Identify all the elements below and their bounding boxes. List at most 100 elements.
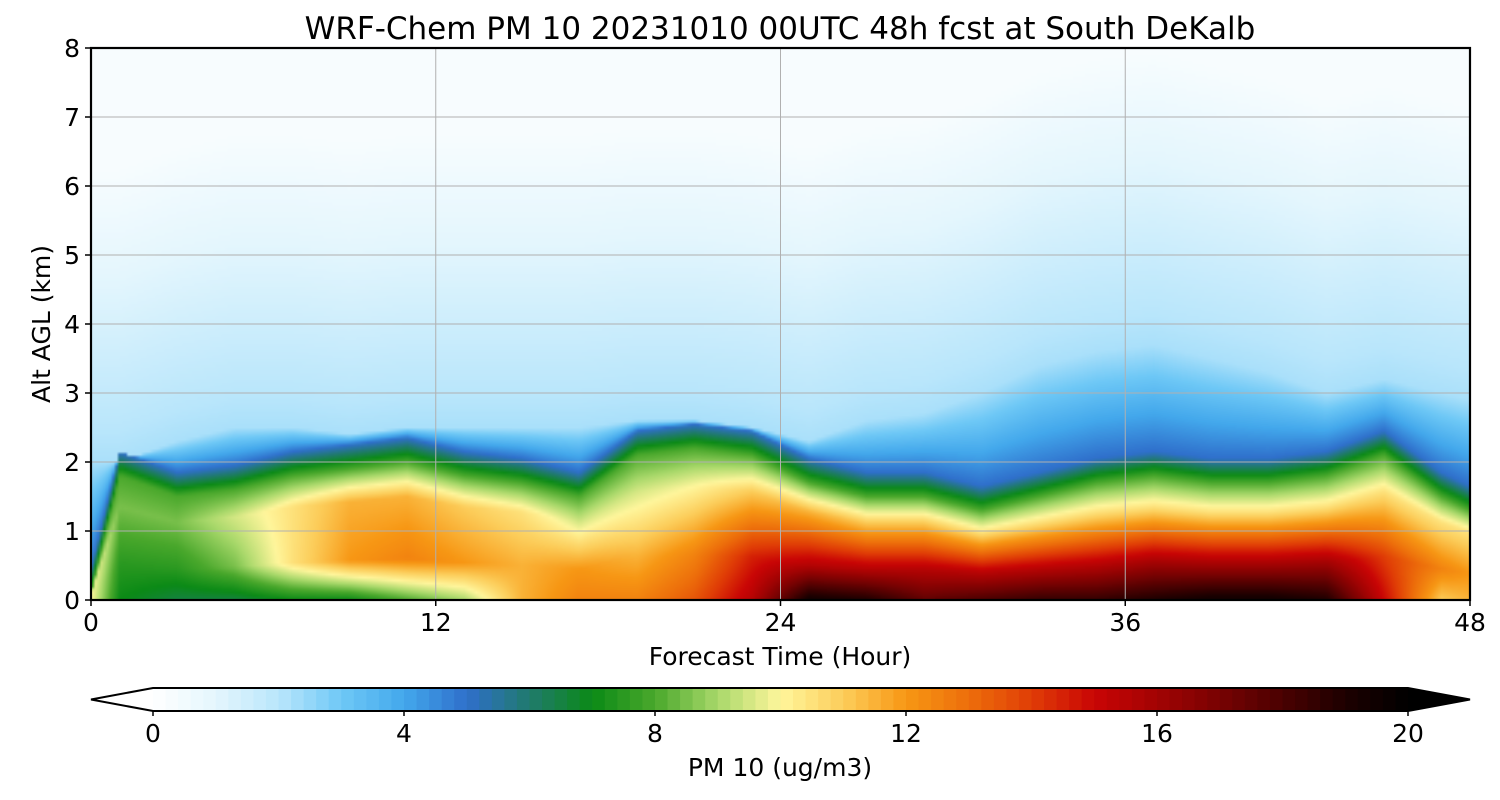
colorbar-segment (830, 688, 844, 711)
y-tick-label: 8 (64, 34, 80, 63)
x-tick-label: 0 (83, 608, 99, 637)
colorbar-segment (1232, 688, 1246, 711)
colorbar-segment (1119, 688, 1133, 711)
colorbar-segment (1219, 688, 1233, 711)
colorbar-segment (165, 688, 179, 711)
colorbar-segment (1069, 688, 1083, 711)
colorbar-segment (780, 688, 794, 711)
x-tick-label: 36 (1109, 608, 1141, 637)
colorbar-segment (404, 688, 418, 711)
colorbar-segment (981, 688, 995, 711)
colorbar-segment (567, 688, 581, 711)
colorbar-segment (1056, 688, 1070, 711)
colorbar-label: PM 10 (ug/m3) (688, 753, 872, 782)
colorbar-segment (391, 688, 405, 711)
colorbar-segment (592, 688, 606, 711)
colorbar-segment (755, 688, 769, 711)
colorbar-segment (1257, 688, 1271, 711)
colorbar-segment (655, 688, 669, 711)
colorbar-segment (805, 688, 819, 711)
colorbar-segment (1006, 688, 1020, 711)
y-tick-label: 3 (64, 379, 80, 408)
colorbar-segment (466, 688, 480, 711)
colorbar-segment (1307, 688, 1321, 711)
colorbar-segment (993, 688, 1007, 711)
colorbar-segment (353, 688, 367, 711)
colorbar-segment (868, 688, 882, 711)
colorbar-segment (554, 688, 568, 711)
colorbar-segment (1282, 688, 1296, 711)
colorbar-tick-label: 8 (647, 719, 663, 748)
colorbar-segment (1244, 688, 1258, 711)
colorbar-ticks: 0 4 8 12 16 20 (145, 711, 1424, 748)
colorbar-segment (1131, 688, 1146, 711)
colorbar-segment (1295, 688, 1309, 711)
colorbar-segment (366, 688, 380, 711)
colorbar-segment (441, 688, 455, 711)
colorbar-segment (730, 688, 744, 711)
colorbar-segment (1031, 688, 1045, 711)
colorbar-segment (328, 688, 342, 711)
colorbar-segment (692, 688, 706, 711)
colorbar-min-extension (91, 688, 153, 711)
colorbar-segment (843, 688, 857, 711)
y-tick-label: 7 (64, 103, 80, 132)
colorbar-segment (1345, 688, 1359, 711)
colorbar-tick-label: 4 (396, 719, 412, 748)
y-tick-label: 1 (64, 517, 80, 546)
colorbar-segment (504, 688, 518, 711)
colorbar-segment (906, 688, 920, 711)
colorbar-segment (1357, 688, 1371, 711)
plot-area (89, 46, 1472, 602)
colorbar-segment (1044, 688, 1058, 711)
colorbar-segment (1169, 688, 1183, 711)
colorbar-segment (454, 688, 468, 711)
colorbar-segment (1194, 688, 1208, 711)
colorbar-segment (1395, 688, 1409, 711)
colorbar-segment (1182, 688, 1196, 711)
colorbar-tick-label: 12 (890, 719, 922, 748)
colorbar-segment (1207, 688, 1221, 711)
colorbar-segment (667, 688, 681, 711)
chart-title: WRF-Chem PM 10 20231010 00UTC 48h fcst a… (305, 11, 1256, 47)
y-tick-label: 5 (64, 241, 80, 270)
colorbar-segment (542, 688, 556, 711)
y-axis: 0 1 2 3 4 5 6 7 8 (64, 34, 91, 615)
colorbar-segment (1157, 688, 1171, 711)
colorbar-segment (793, 688, 807, 711)
colorbar-segment (291, 688, 305, 711)
colorbar-segment (203, 688, 217, 711)
colorbar-segment (642, 688, 656, 711)
colorbar-segment (479, 688, 493, 711)
colorbar-segment (1094, 688, 1108, 711)
colorbar-segment (491, 688, 505, 711)
colorbar-segments (153, 688, 1409, 711)
colorbar-segment (278, 688, 292, 711)
colorbar-segment (742, 688, 756, 711)
colorbar-segment (1269, 688, 1284, 711)
y-axis-label: Alt AGL (km) (27, 245, 56, 403)
colorbar-segment (918, 688, 932, 711)
colorbar-segment (228, 688, 242, 711)
y-tick-label: 6 (64, 172, 80, 201)
colorbar-segment (429, 688, 443, 711)
colorbar-segment (956, 688, 970, 711)
colorbar-segment (316, 688, 330, 711)
x-tick-label: 48 (1454, 608, 1486, 637)
colorbar-segment (680, 688, 694, 711)
colorbar-segment (880, 688, 895, 711)
colorbar: 0 4 8 12 16 20 PM 10 (ug/m3) (90, 687, 1471, 782)
colorbar-segment (1382, 688, 1397, 711)
x-tick-label: 24 (765, 608, 797, 637)
colorbar-segment (717, 688, 731, 711)
colorbar-segment (341, 688, 355, 711)
colorbar-segment (855, 688, 869, 711)
colorbar-segment (629, 688, 644, 711)
colorbar-segment (416, 688, 430, 711)
colorbar-tick-label: 16 (1141, 719, 1173, 748)
colorbar-tick-label: 20 (1392, 719, 1424, 748)
colorbar-segment (579, 688, 593, 711)
y-tick-label: 0 (64, 586, 80, 615)
colorbar-segment (1370, 688, 1384, 711)
